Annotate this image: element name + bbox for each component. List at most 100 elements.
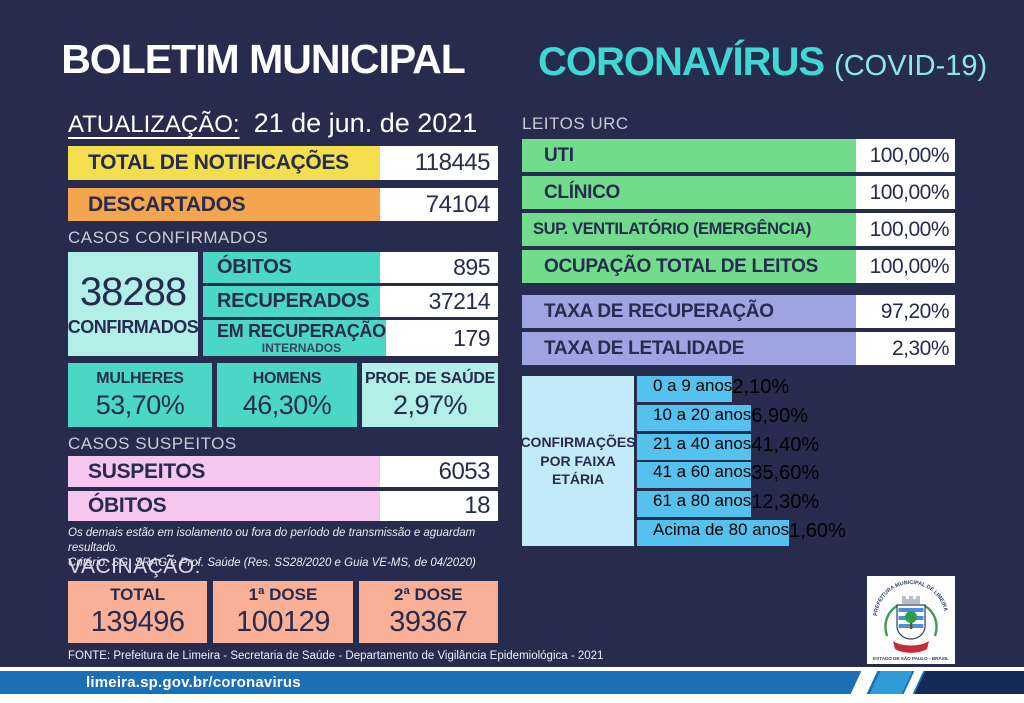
footnote-line-1: Os demais estão em isolamento ou fora do…: [68, 527, 476, 554]
ventilator-value: 100,00%: [856, 213, 955, 246]
recovery-rate-label: TAXA DE RECUPERAÇÃO: [522, 295, 856, 328]
age-groups-side-label: CONFIRMAÇÕES POR FAIXA ETÁRIA: [520, 376, 636, 546]
crown-merlon: [909, 596, 913, 599]
vaccination-total-value: 139496: [90, 606, 185, 638]
recovery-rate-value: 97,20%: [856, 295, 955, 328]
update-date: 21 de jun. de 2021: [253, 108, 478, 138]
coronavirus-title-text: CORONAVÍRUS: [538, 40, 825, 84]
in-recovery-label: EM RECUPERAÇÃO: [217, 321, 386, 341]
deaths-row: ÓBITOS 895: [203, 252, 498, 283]
tree-crown: [905, 611, 917, 623]
footer-strip: limeira.sp.gov.br/coronavirus: [0, 667, 1024, 703]
suspect-deaths-value: 18: [380, 491, 498, 521]
suspects-label: SUSPEITOS: [68, 456, 380, 487]
lethality-rate-label: TAXA DE LETALIDADE: [522, 332, 856, 365]
clinical-label: CLÍNICO: [522, 176, 856, 209]
crown-merlon: [916, 596, 920, 599]
second-dose-value: 39367: [389, 606, 468, 638]
footer-bar: limeira.sp.gov.br/coronavirus: [0, 671, 1024, 694]
city-logo: PREFEITURA MUNICIPAL DE LIMEIRA ESTADO D…: [867, 576, 955, 664]
men-box: HOMENS 46,30%: [217, 363, 357, 427]
age-row-61-80: 61 a 80 anos 12,30%: [637, 491, 955, 518]
ventilator-row: SUP. VENTILATÓRIO (EMERGÊNCIA) 100,00%: [522, 213, 955, 246]
update-label: ATUALIZAÇÃO:: [68, 111, 240, 138]
suspects-value: 6053: [380, 456, 498, 487]
second-dose-label: 2ª DOSE: [393, 585, 463, 604]
update-line: ATUALIZAÇÃO: 21 de jun. de 2021: [68, 108, 477, 139]
total-occupancy-label: OCUPAÇÃO TOTAL DE LEITOS: [522, 250, 856, 283]
health-professionals-box: PROF. DE SAÚDE 2,97%: [362, 363, 498, 427]
first-dose-label: 1ª DOSE: [248, 585, 318, 604]
deaths-value: 895: [380, 252, 498, 283]
in-recovery-sublabel: INTERNADOS: [261, 341, 342, 355]
shield-stripe: [898, 608, 924, 612]
vaccination-section-label: VACINAÇÃO:: [68, 555, 201, 578]
age-21-40-label: 21 a 40 anos: [637, 433, 752, 460]
confirmed-rows: ÓBITOS 895 RECUPERADOS 37214 EM RECUPERA…: [203, 252, 498, 356]
in-recovery-label-group: EM RECUPERAÇÃO INTERNADOS: [203, 320, 386, 356]
age-row-21-40: 21 a 40 anos 41,40%: [637, 433, 955, 460]
recovery-rate-row: TAXA DE RECUPERAÇÃO 97,20%: [522, 295, 955, 328]
laurel-left: [884, 604, 898, 637]
age-10-20-value: 6,90%: [751, 404, 809, 427]
icu-label: UTI: [522, 139, 856, 172]
vaccination-total-box: TOTAL 139496: [68, 581, 208, 643]
vaccination-total-label: TOTAL: [110, 585, 166, 604]
recovered-row: RECUPERADOS 37214: [203, 286, 498, 317]
ventilator-label: SUP. VENTILATÓRIO (EMERGÊNCIA): [522, 213, 856, 246]
health-professionals-value: 2,97%: [392, 389, 468, 420]
deaths-label: ÓBITOS: [203, 252, 380, 283]
beds-section-label: LEITOS URC: [522, 114, 629, 133]
vaccination-boxes: TOTAL 139496 1ª DOSE 100129 2ª DOSE 3936…: [68, 581, 498, 643]
lethality-rate-value: 2,30%: [856, 332, 955, 365]
age-61-80-value: 12,30%: [751, 491, 820, 514]
age-41-60-label: 41 a 60 anos: [637, 462, 752, 489]
women-value: 53,70%: [95, 389, 185, 420]
crown-merlon: [902, 596, 906, 599]
confirmed-section-label: CASOS CONFIRMADOS: [68, 228, 269, 247]
age-0-9-value: 2,10%: [732, 376, 790, 398]
age-80-plus-value: 1,60%: [789, 519, 846, 542]
clinical-value: 100,00%: [856, 176, 955, 209]
page-title: BOLETIM MUNICIPAL: [61, 36, 466, 82]
first-dose-box: 1ª DOSE 100129: [213, 581, 353, 643]
confirmed-breakdown: MULHERES 53,70% HOMENS 46,30% PROF. DE S…: [68, 363, 498, 427]
total-occupancy-value: 100,00%: [856, 250, 955, 283]
icu-row: UTI 100,00%: [522, 139, 955, 172]
recovered-label: RECUPERADOS: [203, 286, 380, 317]
age-row-41-60: 41 a 60 anos 35,60%: [637, 462, 955, 489]
age-10-20-label: 10 a 20 anos: [637, 404, 752, 431]
in-recovery-value: 179: [385, 320, 498, 356]
total-occupancy-row: OCUPAÇÃO TOTAL DE LEITOS 100,00%: [522, 250, 955, 283]
age-80-plus-label: Acima de 80 anos: [637, 519, 790, 546]
in-recovery-row: EM RECUPERAÇÃO INTERNADOS 179: [203, 320, 498, 356]
age-row-80-plus: Acima de 80 anos 1,60%: [637, 519, 955, 546]
age-0-9-label: 0 a 9 anos: [637, 376, 733, 402]
age-row-10-20: 10 a 20 anos 6,90%: [637, 404, 955, 431]
second-dose-box: 2ª DOSE 39367: [358, 581, 498, 643]
covid19-suffix: (COVID-19): [834, 50, 988, 82]
footer-url: limeira.sp.gov.br/coronavirus: [86, 674, 301, 691]
age-21-40-value: 41,40%: [751, 433, 820, 456]
laurel-right: [924, 604, 938, 637]
total-notifications-row: TOTAL DE NOTIFICAÇÕES 118445: [68, 146, 498, 180]
suspect-deaths-row: ÓBITOS 18: [68, 491, 498, 521]
total-notifications-label: TOTAL DE NOTIFICAÇÕES: [68, 146, 380, 180]
discarded-row: DESCARTADOS 74104: [68, 188, 498, 221]
recovered-value: 37214: [380, 286, 498, 317]
confirmed-total-caption: CONFIRMADOS: [67, 317, 199, 337]
lethality-rate-row: TAXA DE LETALIDADE 2,30%: [522, 332, 955, 365]
suspects-footnote: Os demais estão em isolamento ou fora do…: [68, 526, 518, 571]
clinical-row: CLÍNICO 100,00%: [522, 176, 955, 209]
first-dose-value: 100129: [236, 606, 330, 638]
logo-sub-text: ESTADO DE SÃO PAULO - BRASIL: [873, 655, 949, 661]
health-professionals-label: PROF. DE SAÚDE: [364, 369, 496, 387]
footnote-line-2: Critério: SG, SRAG e Prof. Saúde (Res. S…: [68, 556, 476, 569]
coronavirus-title: CORONAVÍRUS (COVID-19): [538, 40, 987, 85]
men-value: 46,30%: [242, 389, 332, 420]
coat-of-arms-icon: PREFEITURA MUNICIPAL DE LIMEIRA ESTADO D…: [873, 580, 949, 661]
suspects-section-label: CASOS SUSPEITOS: [68, 434, 237, 453]
discarded-value: 74104: [380, 188, 498, 221]
total-notifications-value: 118445: [380, 146, 498, 180]
